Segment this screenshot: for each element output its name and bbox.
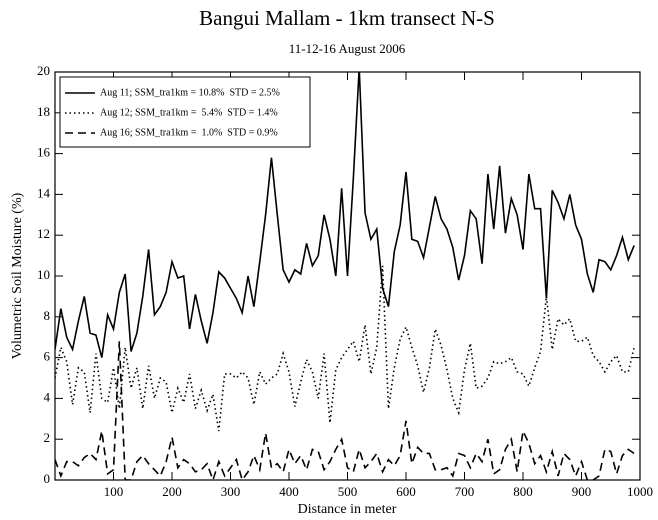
x-tick-label: 400 [279,484,299,499]
x-tick-label: 100 [104,484,124,499]
y-tick-label: 8 [44,308,51,323]
x-tick-label: 600 [396,484,416,499]
x-tick-label: 300 [221,484,241,499]
x-tick-label: 700 [455,484,475,499]
series-line [55,341,635,480]
legend-label: Aug 12; SSM_tra1km = 5.4% STD = 1.4% [100,107,278,118]
x-tick-label: 500 [338,484,358,499]
chart-title: Bangui Mallam - 1km transect N-S [199,6,495,30]
y-tick-label: 6 [44,349,51,364]
y-tick-label: 2 [44,430,51,445]
legend-box [59,76,311,148]
x-tick-label: 800 [513,484,533,499]
y-axis-label: Volumetric Soil Moisture (%) [10,192,25,359]
legend-label: Aug 16; SSM_tra1km = 1.0% STD = 0.9% [100,127,278,138]
series-line [55,72,635,358]
y-tick-label: 18 [37,104,50,119]
y-tick-label: 12 [37,226,50,241]
y-tick-label: 16 [37,145,51,160]
chart-subtitle: 11-12-16 August 2006 [289,41,406,56]
y-tick-label: 0 [44,471,51,486]
x-tick-label: 1000 [627,484,653,499]
y-tick-label: 10 [37,267,50,282]
legend-label: Aug 11; SSM_tra1km = 10.8% STD = 2.5% [100,87,280,98]
series-group [55,72,635,480]
x-tick-label: 900 [572,484,592,499]
y-tick-label: 4 [44,389,51,404]
y-tick-label: 14 [37,185,51,200]
x-tick-label: 200 [162,484,182,499]
x-axis-label: Distance in meter [298,502,397,517]
y-tick-label: 20 [37,63,50,78]
